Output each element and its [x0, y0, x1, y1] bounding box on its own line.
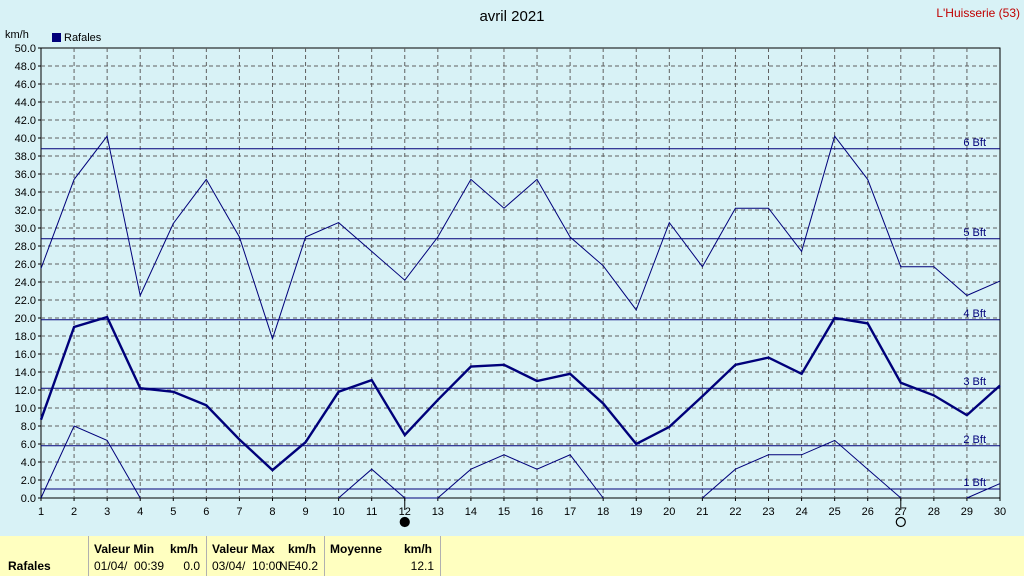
x-tick-label: 4	[137, 506, 143, 518]
new-moon-icon	[399, 516, 410, 528]
x-tick-label: 15	[498, 506, 510, 518]
min-date: 01/04/	[94, 559, 128, 573]
beaufort-label: 1 Bft	[963, 477, 986, 489]
legend-swatch	[52, 33, 61, 42]
x-tick-label: 10	[332, 506, 344, 518]
series-min-line	[966, 483, 1001, 499]
full-moon-icon	[895, 516, 906, 528]
max-unit: km/h	[288, 542, 317, 556]
y-tick-label: 18.0	[15, 331, 36, 343]
avg-value: 12.1	[410, 559, 434, 573]
min-value: 0.0	[183, 559, 200, 573]
x-tick-label: 12	[399, 506, 411, 518]
y-tick-label: 28.0	[15, 241, 36, 253]
x-tick-label: 2	[71, 506, 77, 518]
stats-panel: Rafales Valeur Min km/h 01/04/ 00:39 0.0…	[0, 536, 1024, 576]
y-tick-label: 44.0	[15, 97, 36, 109]
beaufort-label: 3 Bft	[963, 376, 986, 388]
y-tick-label: 20.0	[15, 313, 36, 325]
y-axis-label: km/h	[5, 29, 29, 41]
y-tick-label: 36.0	[15, 169, 36, 181]
y-tick-label: 34.0	[15, 187, 36, 199]
x-tick-label: 27	[895, 506, 907, 518]
x-tick-label: 13	[432, 506, 444, 518]
y-tick-label: 2.0	[21, 475, 36, 487]
y-tick-label: 6.0	[21, 439, 36, 451]
chart-title: avril 2021	[479, 8, 544, 25]
x-tick-label: 11	[366, 506, 377, 518]
stats-row-label-cell: Rafales	[0, 536, 89, 576]
wind-chart: avril 2021 L'Huisserie (53) km/h Rafales…	[5, 6, 1020, 528]
y-tick-label: 50.0	[15, 43, 36, 55]
x-tick-label: 17	[564, 506, 576, 518]
x-tick-label: 20	[663, 506, 675, 518]
x-tick-label: 7	[236, 506, 242, 518]
max-header: Valeur Max	[212, 542, 275, 556]
stats-min-cell: Valeur Min km/h 01/04/ 00:39 0.0	[88, 536, 207, 576]
x-tick-label: 23	[762, 506, 774, 518]
y-tick-label: 14.0	[15, 367, 36, 379]
y-tick-label: 10.0	[15, 403, 36, 415]
y-tick-label: 38.0	[15, 151, 36, 163]
x-tick-label: 1	[38, 506, 44, 518]
x-tick-label: 25	[829, 506, 841, 518]
x-tick-label: 8	[269, 506, 275, 518]
x-tick-label: 29	[961, 506, 973, 518]
y-tick-label: 24.0	[15, 277, 36, 289]
y-tick-label: 0.0	[21, 493, 36, 505]
beaufort-label: 4 Bft	[963, 308, 986, 320]
series-rafales-line	[39, 315, 1001, 472]
max-time: 10:00	[252, 559, 283, 573]
plot-frame	[40, 47, 1001, 499]
y-tick-label: 46.0	[15, 79, 36, 91]
x-tick-label: 24	[795, 506, 807, 518]
max-value: 40.2	[294, 559, 318, 573]
x-tick-label: 22	[729, 506, 741, 518]
series-min-line	[702, 439, 902, 499]
legend-label: Rafales	[64, 32, 102, 44]
avg-header: Moyenne	[330, 542, 383, 556]
x-tick-label: 5	[170, 506, 176, 518]
avg-unit: km/h	[404, 542, 433, 556]
y-tick-label: 8.0	[21, 421, 36, 433]
beaufort-label: 5 Bft	[963, 227, 986, 239]
y-tick-label: 42.0	[15, 115, 36, 127]
y-tick-label: 22.0	[15, 295, 36, 307]
y-tick-label: 40.0	[15, 133, 36, 145]
y-tick-label: 26.0	[15, 259, 36, 271]
max-date: 03/04/	[212, 559, 246, 573]
y-tick-label: 12.0	[15, 385, 36, 397]
beaufort-label: 2 Bft	[963, 434, 986, 446]
stats-avg-cell: Moyenne km/h 12.1	[324, 536, 441, 576]
x-tick-label: 19	[630, 506, 642, 518]
x-tick-label: 30	[994, 506, 1006, 518]
series-min-line	[40, 425, 141, 499]
x-tick-label: 26	[862, 506, 874, 518]
x-tick-label: 6	[203, 506, 209, 518]
stats-max-cell: Valeur Max km/h 03/04/ 10:00 NE 40.2	[206, 536, 325, 576]
x-tick-label: 3	[104, 506, 110, 518]
stats-row-label: Rafales	[8, 559, 51, 573]
x-tick-label: 18	[597, 506, 609, 518]
x-tick-label: 9	[302, 506, 308, 518]
y-tick-label: 30.0	[15, 223, 36, 235]
x-tick-label: 14	[465, 506, 477, 518]
x-tick-label: 28	[928, 506, 940, 518]
min-time: 00:39	[134, 559, 165, 573]
y-tick-label: 4.0	[21, 457, 36, 469]
min-header: Valeur Min	[94, 542, 155, 556]
y-tick-label: 16.0	[15, 349, 36, 361]
x-tick-label: 16	[531, 506, 543, 518]
series-min-line	[338, 454, 604, 499]
series-max-line	[40, 135, 1001, 341]
y-tick-label: 32.0	[15, 205, 36, 217]
x-tick-label: 21	[696, 506, 708, 518]
plot-area: 0.0 2.0 4.0 6.0 8.0 10.0 12.0 14.0 16.0 18.0 20.0 2…	[15, 43, 1006, 528]
min-unit: km/h	[170, 542, 199, 556]
y-tick-label: 48.0	[15, 61, 36, 73]
beaufort-label: 6 Bft	[963, 137, 986, 149]
station-name: L'Huisserie (53)	[936, 6, 1020, 20]
max-direction: NE	[279, 559, 296, 573]
